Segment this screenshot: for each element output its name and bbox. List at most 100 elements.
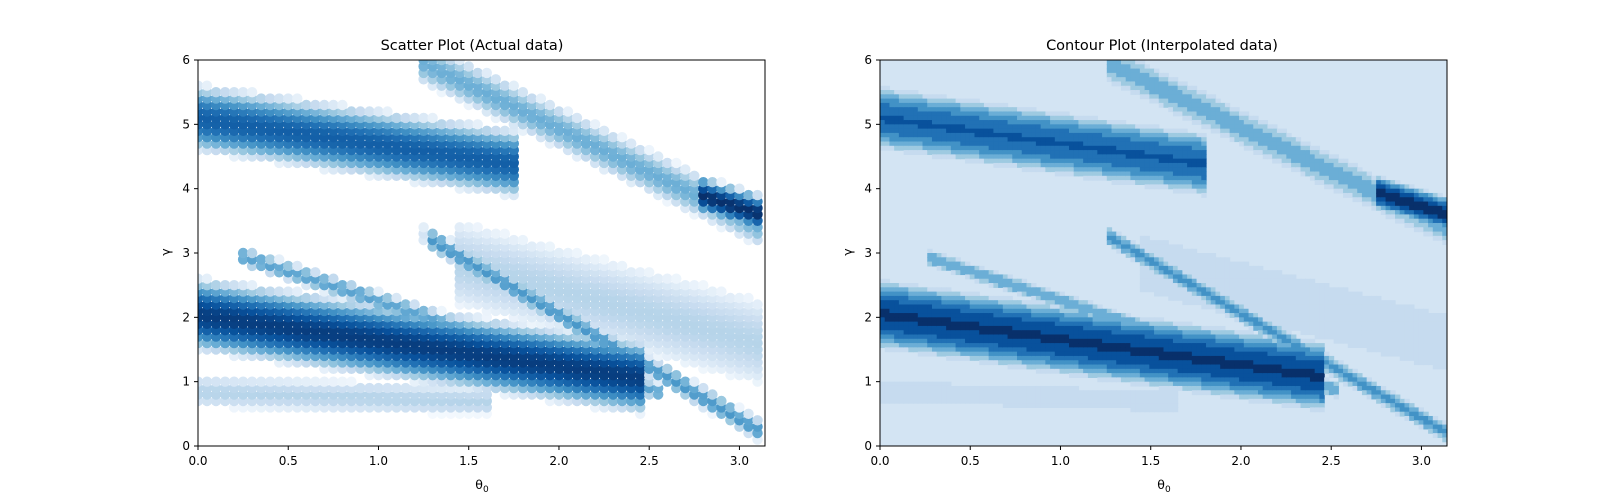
contour-cell: [1097, 338, 1103, 344]
contour-cell: [1017, 364, 1023, 370]
contour-cell: [1154, 167, 1160, 173]
contour-cell: [1177, 162, 1183, 168]
contour-cell: [936, 132, 943, 138]
contour-cell: [946, 145, 952, 151]
contour-cell: [913, 120, 919, 125]
contour-cell: [917, 321, 924, 327]
contour-cell: [1007, 162, 1013, 168]
contour-cell: [1182, 171, 1188, 177]
contour-cell: [1111, 145, 1117, 151]
contour-cell: [979, 390, 985, 396]
contour-cell: [965, 141, 971, 147]
contour-cell: [950, 128, 957, 134]
contour-cell: [1144, 270, 1150, 276]
contour-cell: [1191, 150, 1198, 155]
contour-cell: [1083, 313, 1089, 318]
contour-cell: [1097, 394, 1103, 400]
contour-cell: [1144, 257, 1150, 263]
contour-cell: [1158, 184, 1165, 190]
contour-cell: [1002, 150, 1009, 155]
contour-cell: [927, 381, 933, 387]
contour-cell: [946, 102, 952, 108]
contour-cell: [1002, 295, 1009, 301]
contour-cell: [1149, 175, 1155, 181]
contour-cell: [1130, 330, 1136, 336]
contour-cell: [988, 347, 994, 353]
contour-cell: [979, 317, 985, 323]
contour-cell: [917, 102, 924, 108]
contour-cell: [1035, 124, 1042, 130]
contour-cell: [1017, 107, 1023, 113]
contour-cell: [1092, 334, 1098, 340]
contour-cell: [1092, 120, 1098, 125]
contour-cell: [1059, 343, 1065, 348]
contour-cell: [1087, 360, 1094, 366]
contour-cell: [974, 102, 980, 108]
contour-cell: [1168, 270, 1174, 276]
contour-cell: [1172, 377, 1179, 383]
contour-cell: [1045, 158, 1051, 164]
contour-cell: [1172, 291, 1179, 297]
contour-cell: [931, 334, 938, 340]
contour-cell: [1064, 167, 1070, 173]
contour-cell: [1026, 398, 1032, 404]
contour-cell: [1154, 261, 1160, 267]
scatter-point: [743, 408, 754, 419]
contour-cell: [1031, 291, 1037, 297]
contour-cell: [1177, 128, 1183, 134]
contour-cell: [941, 381, 947, 387]
contour-cell: [1144, 347, 1150, 353]
contour-cell: [1210, 274, 1217, 280]
contour-cell: [1172, 381, 1179, 387]
contour-cell: [1182, 150, 1188, 155]
scatter-point: [716, 177, 727, 188]
contour-cell: [1069, 317, 1075, 323]
contour-cell: [1135, 137, 1141, 143]
x-tick-label: 3.0: [730, 454, 749, 468]
contour-cell: [1172, 364, 1179, 370]
contour-cell: [1087, 120, 1094, 125]
contour-cell: [941, 137, 947, 143]
contour-cell: [1191, 390, 1198, 396]
contour-cell: [1135, 150, 1141, 155]
contour-cell: [955, 98, 961, 104]
contour-cell: [988, 355, 994, 361]
contour-cell: [1135, 77, 1141, 83]
contour-cell: [1087, 115, 1094, 121]
contour-cell: [927, 111, 933, 117]
contour-cell: [1073, 343, 1080, 348]
contour-cell: [936, 398, 943, 404]
contour-cell: [1163, 257, 1169, 263]
contour-cell: [1035, 338, 1042, 344]
contour-cell: [1120, 338, 1127, 344]
contour-cell: [1139, 355, 1146, 361]
contour-cell: [1040, 347, 1046, 353]
contour-cell: [1168, 257, 1174, 263]
contour-cell: [1017, 351, 1023, 357]
contour-cell: [898, 330, 905, 336]
contour-cell: [1144, 351, 1150, 357]
contour-cell: [903, 141, 909, 147]
contour-cell: [894, 90, 900, 95]
contour-cell: [955, 334, 961, 340]
contour-cell: [969, 120, 976, 125]
scatter-point: [328, 273, 339, 284]
scatter-point: [689, 376, 700, 387]
contour-cell: [965, 158, 971, 164]
contour-cell: [1125, 162, 1132, 168]
contour-cell: [1007, 154, 1013, 160]
contour-cell: [983, 154, 990, 160]
contour-cell: [1149, 257, 1155, 263]
contour-cell: [1139, 94, 1146, 100]
contour-cell: [917, 287, 924, 293]
contour-cell: [1111, 154, 1117, 160]
contour-cell: [1017, 394, 1023, 400]
contour-cell: [941, 120, 947, 125]
contour-cell: [1017, 278, 1023, 284]
contour-cell: [1187, 287, 1193, 293]
contour-cell: [1021, 283, 1028, 288]
contour-cell: [1120, 364, 1127, 370]
contour-cell: [1002, 137, 1009, 143]
contour-cell: [1139, 403, 1146, 408]
contour-cell: [1177, 154, 1183, 160]
